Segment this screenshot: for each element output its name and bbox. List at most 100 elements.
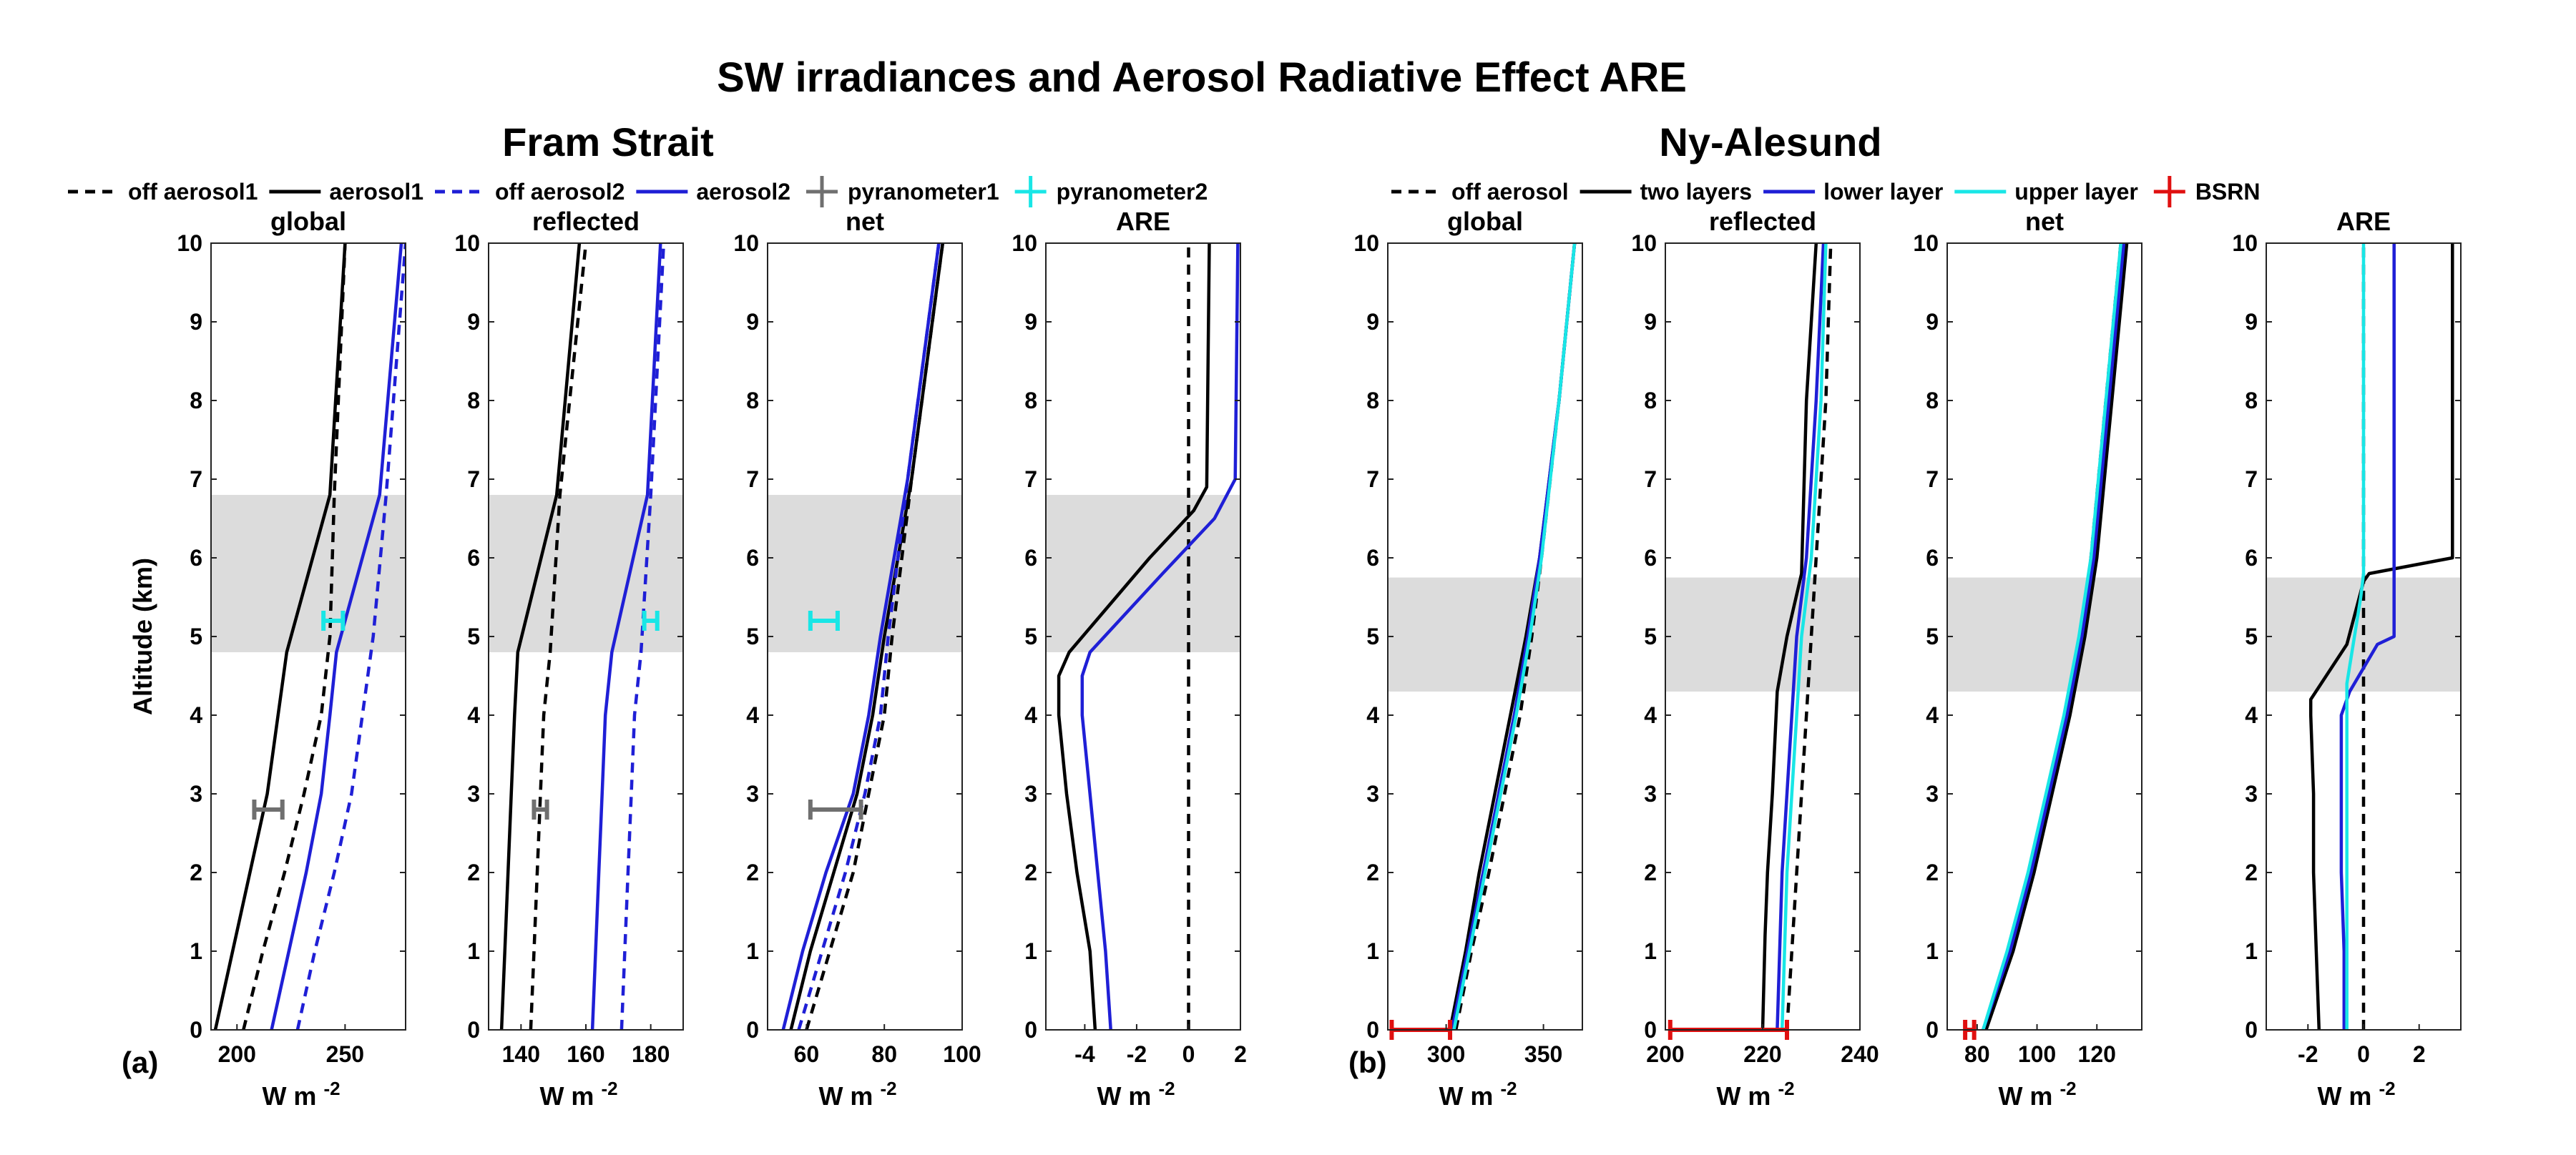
series-line — [2345, 243, 2366, 1030]
y-tick-label: 1 — [1926, 938, 1939, 964]
y-tick-label: 2 — [746, 860, 759, 885]
y-tick-label: 10 — [2232, 230, 2258, 256]
x-tick-label: 2 — [1234, 1041, 1247, 1067]
legend-label: pyranometer1 — [848, 179, 999, 205]
y-tick-label: 5 — [1024, 624, 1037, 649]
y-tick-label: 9 — [467, 309, 480, 335]
y-tick-label: 7 — [2245, 466, 2258, 492]
legend-label: aerosol2 — [696, 179, 790, 205]
y-tick-label: 0 — [1024, 1017, 1037, 1043]
x-tick-label: 200 — [1646, 1041, 1684, 1067]
y-tick-label: 1 — [1024, 938, 1037, 964]
y-tick-label: 5 — [190, 624, 202, 649]
y-tick-label: 3 — [1024, 781, 1037, 807]
x-tick-label: 0 — [2357, 1041, 2370, 1067]
x-axis-label-exponent: -2 — [1778, 1078, 1794, 1099]
y-tick-label: 10 — [1913, 230, 1939, 256]
y-tick-label: 7 — [746, 466, 759, 492]
y-tick-label: 5 — [1366, 624, 1379, 649]
legend-label: off aerosol — [1451, 179, 1569, 205]
series-line — [295, 243, 406, 1030]
series-line — [242, 243, 347, 1030]
y-tick-label: 10 — [1012, 230, 1037, 256]
x-axis-label: W m -2 — [1097, 1078, 1175, 1111]
y-tick-label: 10 — [1631, 230, 1657, 256]
y-tick-label: 0 — [467, 1017, 480, 1043]
y-tick-label: 6 — [467, 545, 480, 571]
panel-are: ARE 0 1 2 3 4 5 6 7 8 9 10 -4 -2 0 2 W m -2 — [1012, 207, 1246, 1111]
y-tick-label: 9 — [1644, 309, 1657, 335]
plot-layer: Fram Strait(a)off aerosol1 aerosol1 off ae… — [68, 119, 2462, 1111]
series-line — [1776, 243, 1826, 1030]
panel-tag: (a) — [122, 1046, 158, 1079]
legend-label: aerosol1 — [329, 179, 423, 205]
y-tick-label: 7 — [467, 466, 480, 492]
legend-label: upper layer — [2014, 179, 2138, 205]
y-tick-label: 4 — [1644, 702, 1657, 728]
y-tick-label: 2 — [1024, 860, 1037, 885]
series-group — [1448, 243, 1577, 1030]
series-line — [213, 243, 347, 1030]
y-tick-label: 7 — [1926, 466, 1939, 492]
y-tick-label: 1 — [1644, 938, 1657, 964]
x-axis-label: W m -2 — [539, 1078, 617, 1111]
y-tick-label: 9 — [1024, 309, 1037, 335]
y-tick-label: 1 — [746, 938, 759, 964]
y-tick-label: 5 — [2245, 624, 2258, 649]
legend-item: off aerosol1 — [68, 179, 258, 205]
legend-item: aerosol1 — [269, 179, 423, 205]
series-line — [2339, 243, 2396, 1030]
x-axis-label-exponent: -2 — [601, 1078, 617, 1099]
x-axis-label-exponent: -2 — [880, 1078, 896, 1099]
y-tick-label: 0 — [1366, 1017, 1379, 1043]
y-tick-label: 4 — [1926, 702, 1939, 728]
aerosol-layer-shade — [1665, 577, 1860, 692]
y-tick-label: 6 — [1926, 545, 1939, 571]
legend-label: BSRN — [2195, 179, 2261, 205]
x-axis-label: W m -2 — [818, 1078, 896, 1111]
x-tick-label: 160 — [567, 1041, 604, 1067]
x-tick-label: 350 — [1524, 1041, 1562, 1067]
x-axis-label: W m -2 — [262, 1078, 340, 1111]
series-line — [1452, 243, 1577, 1030]
x-axis-label: W m -2 — [1998, 1078, 2076, 1111]
panel-title: ARE — [1116, 207, 1170, 236]
legend-label: off aerosol1 — [128, 179, 258, 205]
x-tick-label: 80 — [1964, 1041, 1990, 1067]
legend-label: pyranometer2 — [1057, 179, 1208, 205]
y-tick-label: 0 — [190, 1017, 202, 1043]
y-tick-label: 8 — [1926, 388, 1939, 413]
x-axis-label-exponent: -2 — [1500, 1078, 1517, 1099]
panel-reflected: reflected 0 1 2 3 4 5 6 7 8 9 10 140 160 180 W m -2 — [454, 207, 684, 1111]
legend-item: pyranometer2 — [1014, 176, 1208, 207]
group-title: Ny-Alesund — [1659, 119, 1881, 164]
x-tick-label: 0 — [1182, 1041, 1195, 1067]
y-tick-label: 4 — [467, 702, 480, 728]
x-tick-label: 200 — [218, 1041, 256, 1067]
y-tick-label: 3 — [190, 781, 202, 807]
aerosol-layer-shade — [768, 495, 962, 652]
x-tick-label: 100 — [943, 1041, 981, 1067]
aerosol-layer-shade — [1046, 495, 1240, 652]
series-line — [1785, 243, 1833, 1030]
x-tick-label: 140 — [502, 1041, 540, 1067]
error-bar — [252, 800, 285, 820]
x-axis-label: W m -2 — [2317, 1078, 2395, 1111]
panel-reflected: reflected 0 1 2 3 4 5 6 7 8 9 10 200 220 240 W m -2 — [1631, 207, 1879, 1111]
y-tick-label: 3 — [467, 781, 480, 807]
x-tick-label: 180 — [632, 1041, 670, 1067]
y-tick-label: 5 — [1926, 624, 1939, 649]
x-tick-label: 60 — [794, 1041, 820, 1067]
y-tick-label: 3 — [2245, 781, 2258, 807]
legend-item: two layers — [1580, 179, 1752, 205]
y-tick-label: 8 — [2245, 388, 2258, 413]
panel-title: reflected — [532, 207, 640, 236]
series-group — [1760, 243, 1833, 1030]
y-tick-label: 9 — [2245, 309, 2258, 335]
y-tick-label: 0 — [1644, 1017, 1657, 1043]
y-tick-label: 2 — [1644, 860, 1657, 885]
y-tick-label: 1 — [1366, 938, 1379, 964]
x-tick-label: -4 — [1074, 1041, 1095, 1067]
x-axis-label: W m -2 — [1439, 1078, 1517, 1111]
